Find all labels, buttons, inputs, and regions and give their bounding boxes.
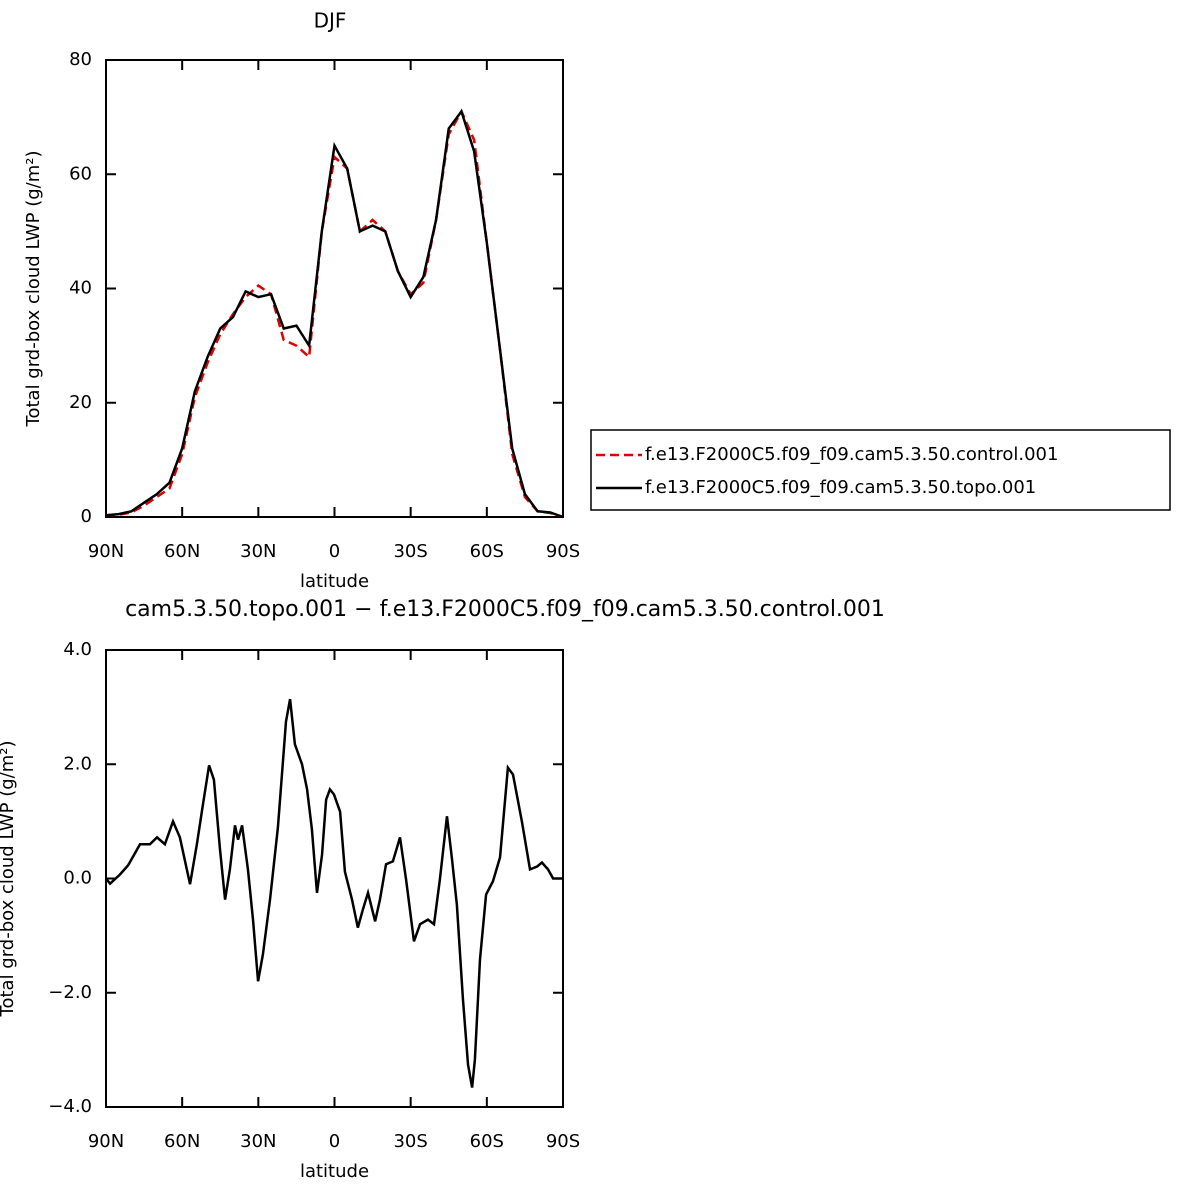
- x-tick-label: 60S: [470, 1131, 504, 1152]
- chart-title: cam5.3.50.topo.001 − f.e13.F2000C5.f09_f…: [125, 597, 885, 622]
- plot-frame: [105, 59, 564, 518]
- legend-label: f.e13.F2000C5.f09_f09.cam5.3.50.topo.001: [645, 477, 1036, 498]
- y-tick-label: 2.0: [63, 753, 92, 774]
- x-tick-label: 0: [329, 541, 340, 562]
- x-tick-label: 60S: [470, 541, 504, 562]
- x-axis-label: latitude: [300, 571, 369, 592]
- y-tick-label: 0.0: [63, 868, 92, 889]
- x-tick-label: 90S: [546, 1131, 580, 1152]
- chart-title: DJF: [314, 9, 347, 33]
- series-line: [105, 108, 564, 519]
- x-tick-label: 90S: [546, 541, 580, 562]
- y-tick-label: 60: [69, 163, 92, 184]
- x-axis-label: latitude: [300, 1161, 369, 1182]
- y-tick-label: 4.0: [63, 639, 92, 660]
- x-tick-label: 60N: [164, 541, 200, 562]
- y-tick-label: −4.0: [48, 1096, 92, 1117]
- legend-box: [590, 429, 1171, 511]
- x-tick-label: 90N: [88, 541, 124, 562]
- x-tick-label: 90N: [88, 1131, 124, 1152]
- y-tick-label: 0: [81, 506, 92, 527]
- x-tick-label: 0: [329, 1131, 340, 1152]
- y-tick-label: 80: [69, 49, 92, 70]
- y-axis-label: Total grd-box cloud LWP (g/m²): [23, 151, 44, 428]
- series-line: [105, 698, 563, 1088]
- x-tick-label: 60N: [164, 1131, 200, 1152]
- y-tick-label: 40: [69, 278, 92, 299]
- x-tick-label: 30S: [393, 541, 427, 562]
- y-axis-label: Total grd-box cloud LWP (g/m²): [0, 741, 18, 1018]
- y-tick-label: 20: [69, 392, 92, 413]
- legend-label: f.e13.F2000C5.f09_f09.cam5.3.50.control.…: [645, 444, 1058, 465]
- series-line: [105, 108, 564, 519]
- x-tick-label: 30S: [393, 1131, 427, 1152]
- x-tick-label: 30N: [240, 1131, 276, 1152]
- x-tick-label: 30N: [240, 541, 276, 562]
- y-tick-label: −2.0: [48, 982, 92, 1003]
